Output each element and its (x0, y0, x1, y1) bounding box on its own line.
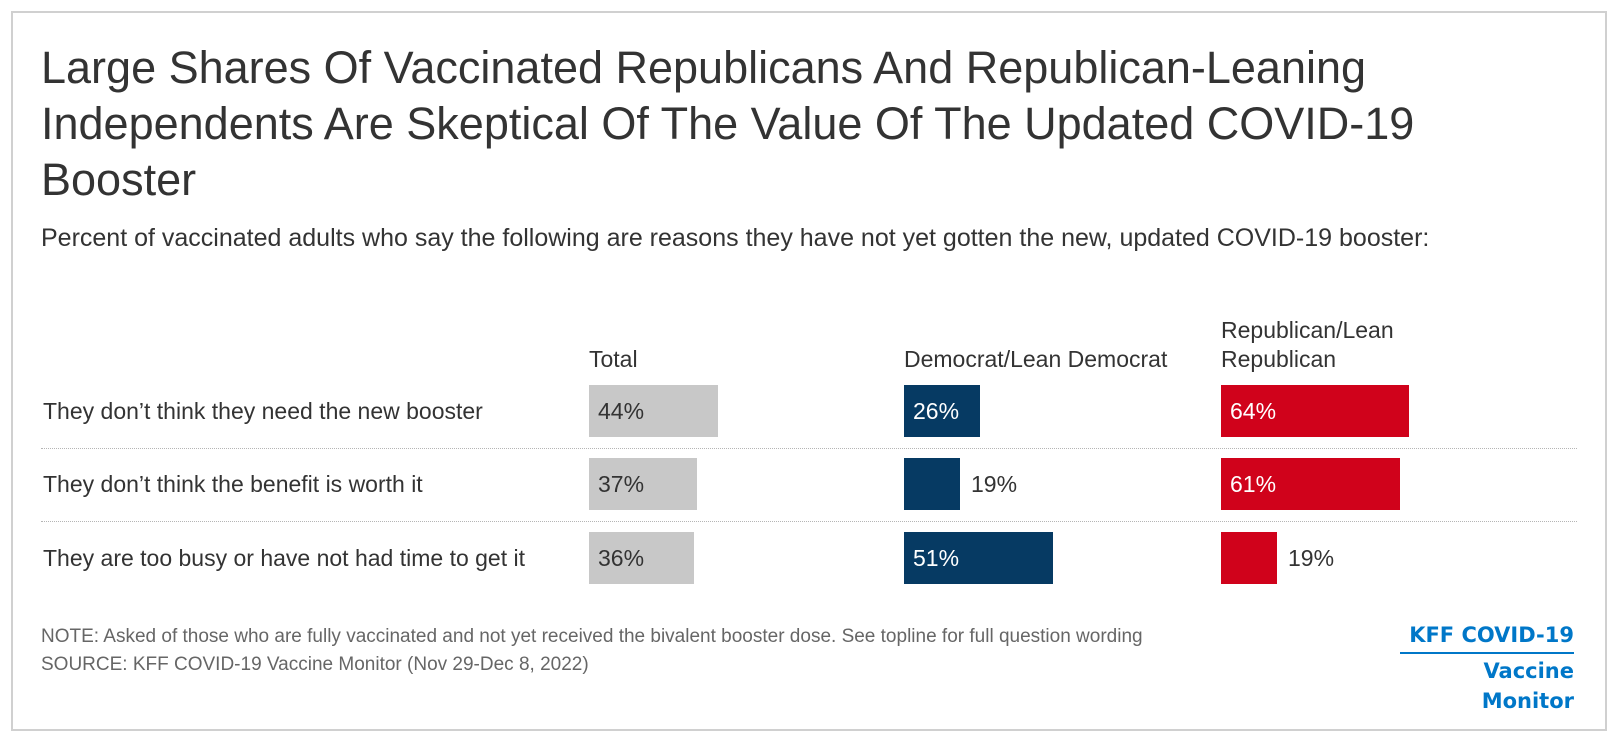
series-header: Republican/Lean Republican (1221, 317, 1394, 372)
data-label: 19% (971, 471, 1018, 497)
chart-source: SOURCE: KFF COVID-19 Vaccine Monitor (No… (41, 654, 589, 675)
logo-rule (1400, 652, 1574, 654)
logo-line-1: KFF COVID-19 (1409, 623, 1574, 647)
data-label: 61% (1230, 471, 1277, 497)
kff-logo: KFF COVID-19 Vaccine Monitor (1400, 620, 1574, 716)
category-label: They don’t think the benefit is worth it (43, 471, 423, 497)
bar (904, 532, 1053, 584)
data-label: 64% (1230, 398, 1277, 424)
bar (589, 532, 694, 584)
row-divider (41, 448, 1577, 449)
data-label: 19% (1288, 545, 1335, 571)
chart-subtitle: Percent of vaccinated adults who say the… (41, 224, 1430, 252)
series-header: Democrat/Lean Democrat (904, 346, 1168, 372)
data-label: 44% (598, 398, 645, 424)
category-label: They are too busy or have not had time t… (43, 545, 526, 571)
data-label: 51% (913, 545, 960, 571)
bar (1221, 385, 1409, 437)
bar (589, 458, 697, 510)
bar (1221, 458, 1400, 510)
bar (589, 385, 718, 437)
bar (1221, 532, 1277, 584)
chart-title: Large Shares Of Vaccinated Republicans A… (41, 42, 1415, 205)
category-label: They don’t think they need the new boost… (43, 398, 483, 424)
bar (904, 385, 980, 437)
data-label: 26% (913, 398, 960, 424)
data-label: 36% (598, 545, 645, 571)
chart-note: NOTE: Asked of those who are fully vacci… (41, 626, 1143, 647)
bar (904, 458, 960, 510)
chart-frame (11, 11, 1607, 731)
logo-line-2: Vaccine Monitor (1481, 659, 1574, 713)
data-label: 37% (598, 471, 645, 497)
series-header: Total (589, 346, 638, 372)
row-divider (41, 521, 1577, 522)
